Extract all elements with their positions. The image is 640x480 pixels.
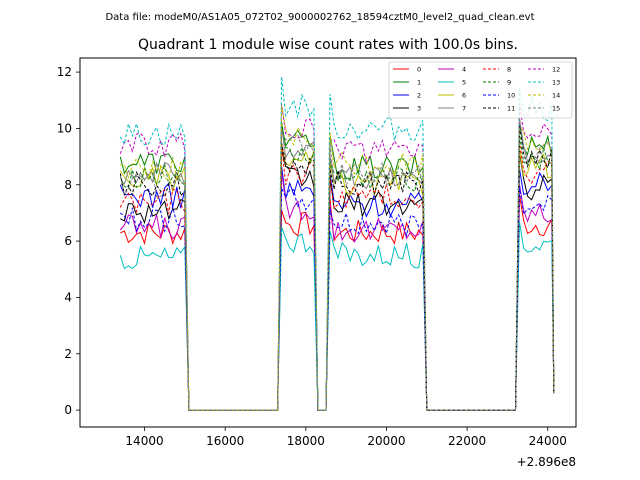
legend-label-2: 2 (417, 92, 421, 100)
y-tick-label: 8 (64, 178, 72, 192)
legend-label-3: 3 (417, 105, 421, 113)
axes-frame (79, 57, 577, 428)
legend-label-9: 9 (507, 79, 511, 87)
legend-label-10: 10 (507, 92, 515, 100)
y-tick-label: 12 (57, 65, 72, 79)
y-tick-label: 0 (64, 403, 72, 417)
y-tick-label: 6 (64, 234, 72, 248)
series-line-14 (120, 105, 555, 411)
y-tick-label: 10 (57, 121, 72, 135)
x-tick-label: 24000 (529, 434, 567, 448)
legend-label-6: 6 (462, 92, 466, 100)
legend-label-4: 4 (462, 66, 466, 74)
suptitle: Data file: modeM0/AS1A05_072T02_90000027… (105, 12, 534, 23)
legend-label-12: 12 (552, 66, 560, 74)
legend-label-1: 1 (417, 79, 421, 87)
x-tick-label: 16000 (206, 434, 244, 448)
series-layer (119, 76, 555, 411)
legend-label-8: 8 (507, 66, 511, 74)
legend-label-14: 14 (552, 92, 560, 100)
y-axis: 0 2 4 6 8 10 12 (57, 65, 80, 417)
legend-label-0: 0 (417, 66, 421, 74)
legend-frame (388, 61, 573, 119)
legend-label-13: 13 (552, 79, 560, 87)
x-offset-label: +2.896e8 (517, 455, 576, 469)
x-axis: 14000 16000 18000 20000 22000 24000 (125, 427, 567, 448)
x-tick-label: 20000 (367, 434, 405, 448)
chart-title: Quadrant 1 module wise count rates with … (138, 37, 518, 53)
series-line-15 (119, 117, 555, 411)
legend-label-15: 15 (552, 105, 560, 113)
x-tick-label: 18000 (287, 434, 325, 448)
legend-label-11: 11 (507, 105, 515, 113)
legend-label-5: 5 (462, 79, 466, 87)
x-tick-label: 22000 (448, 434, 486, 448)
legend-label-7: 7 (462, 105, 466, 113)
y-tick-label: 4 (64, 290, 72, 304)
x-tick-label: 14000 (125, 434, 163, 448)
y-tick-label: 2 (64, 347, 72, 361)
